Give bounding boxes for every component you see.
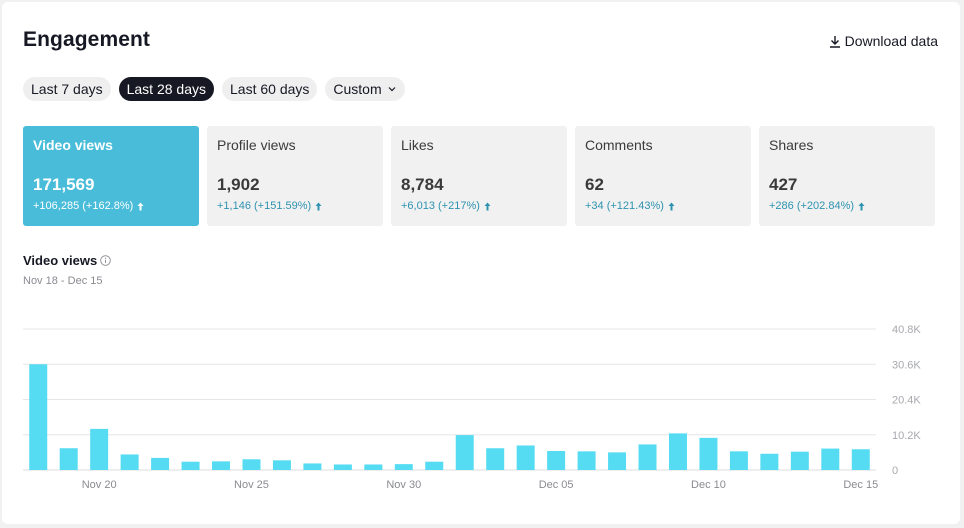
bar-dec-07[interactable] — [608, 452, 627, 470]
bar-nov-28[interactable] — [333, 464, 352, 470]
download-data-label: Download data — [844, 33, 938, 49]
bar-nov-19[interactable] — [59, 448, 78, 470]
metric-change: +286 (+202.84%) — [769, 200, 925, 212]
metric-card-comments[interactable]: Comments 62 +34 (+121.43%) — [575, 126, 751, 226]
bar-dec-10[interactable] — [699, 437, 718, 470]
chart-date-range: Nov 18 - Dec 15 — [23, 275, 103, 287]
x-tick-label: Dec 10 — [691, 479, 726, 491]
metric-card-likes[interactable]: Likes 8,784 +6,013 (+217%) — [391, 126, 567, 226]
y-tick-label: 20.4K — [892, 395, 921, 407]
bar-dec-14[interactable] — [821, 448, 840, 470]
bar-nov-30[interactable] — [394, 464, 413, 470]
x-tick-label: Dec 05 — [539, 479, 574, 491]
x-tick-label: Nov 25 — [234, 479, 269, 491]
metric-change-text: +34 (+121.43%) — [585, 200, 664, 212]
arrow-up-icon — [858, 202, 865, 210]
y-tick-label: 40.8K — [892, 324, 921, 336]
range-last-28-days[interactable]: Last 28 days — [118, 77, 214, 101]
download-data-button[interactable]: Download data — [829, 33, 938, 49]
bar-nov-20[interactable] — [90, 428, 109, 470]
download-icon — [829, 35, 840, 48]
arrow-up-icon — [315, 202, 322, 210]
x-tick-label: Dec 15 — [843, 479, 878, 491]
metric-value: 1,902 — [217, 175, 260, 194]
bar-dec-03[interactable] — [486, 448, 505, 470]
bar-dec-13[interactable] — [790, 451, 809, 470]
bar-nov-27[interactable] — [303, 463, 322, 470]
video-views-bar-chart: 0 10.2K 20.4K 30.6K 40.8K Nov 20 Nov 25 Nov 30 D… — [23, 324, 921, 491]
metric-value: 8,784 — [401, 175, 444, 194]
range-last-7-days[interactable]: Last 7 days — [23, 77, 111, 101]
bar-dec-15[interactable] — [851, 449, 870, 470]
metric-label: Likes — [401, 137, 434, 153]
metric-value: 171,569 — [33, 175, 95, 194]
bar-dec-11[interactable] — [729, 451, 748, 470]
range-custom-label: Custom — [333, 81, 382, 97]
bar-dec-08[interactable] — [638, 444, 657, 470]
y-tick-label: 0 — [892, 465, 898, 477]
metric-label: Profile views — [217, 137, 296, 153]
bar-nov-25[interactable] — [242, 459, 261, 470]
bar-dec-02[interactable] — [455, 435, 474, 470]
metric-value: 427 — [769, 175, 798, 194]
metric-change-text: +106,285 (+162.8%) — [33, 200, 134, 212]
metric-change: +106,285 (+162.8%) — [33, 200, 189, 212]
metric-label: Video views — [33, 137, 113, 153]
metric-change-text: +1,146 (+151.59%) — [217, 200, 312, 212]
range-custom-dropdown[interactable]: Custom — [325, 77, 405, 101]
bar-dec-01[interactable] — [425, 461, 444, 470]
date-range-selector: Last 7 days Last 28 days Last 60 days Cu… — [23, 77, 405, 101]
bar-nov-22[interactable] — [151, 457, 170, 470]
chevron-down-icon — [388, 87, 396, 92]
metric-change-text: +286 (+202.84%) — [769, 200, 855, 212]
info-icon[interactable] — [100, 255, 111, 266]
bar-nov-24[interactable] — [212, 461, 231, 470]
bar-dec-05[interactable] — [547, 450, 566, 470]
bar-nov-23[interactable] — [181, 461, 200, 470]
metric-label: Shares — [769, 137, 814, 153]
x-tick-label: Nov 30 — [386, 479, 421, 491]
metric-change-text: +6,013 (+217%) — [401, 200, 480, 212]
bar-nov-26[interactable] — [272, 460, 291, 470]
bar-dec-09[interactable] — [668, 433, 687, 470]
chart-title-text: Video views — [23, 253, 98, 268]
bar-dec-04[interactable] — [516, 445, 535, 470]
bar-nov-21[interactable] — [120, 454, 139, 470]
metric-card-shares[interactable]: Shares 427 +286 (+202.84%) — [759, 126, 935, 226]
metric-cards: Video views 171,569 +106,285 (+162.8%) P… — [23, 126, 935, 226]
page-title: Engagement — [23, 28, 151, 51]
metric-change: +34 (+121.43%) — [585, 200, 741, 212]
arrow-up-icon — [137, 202, 144, 210]
x-tick-label: Nov 20 — [82, 479, 117, 491]
arrow-up-icon — [484, 202, 491, 210]
metric-card-profile-views[interactable]: Profile views 1,902 +1,146 (+151.59%) — [207, 126, 383, 226]
y-tick-label: 10.2K — [892, 430, 921, 442]
bar-nov-18[interactable] — [29, 364, 48, 470]
bar-nov-29[interactable] — [364, 464, 383, 470]
arrow-up-icon — [668, 202, 675, 210]
chart-title: Video views — [23, 253, 111, 268]
bar-dec-12[interactable] — [760, 453, 779, 470]
bar-dec-06[interactable] — [577, 451, 596, 470]
metric-value: 62 — [585, 175, 604, 194]
metric-card-video-views[interactable]: Video views 171,569 +106,285 (+162.8%) — [23, 126, 199, 226]
y-tick-label: 30.6K — [892, 359, 921, 371]
metric-change: +6,013 (+217%) — [401, 200, 557, 212]
metric-change: +1,146 (+151.59%) — [217, 200, 373, 212]
metric-label: Comments — [585, 137, 653, 153]
range-last-60-days[interactable]: Last 60 days — [222, 77, 318, 101]
